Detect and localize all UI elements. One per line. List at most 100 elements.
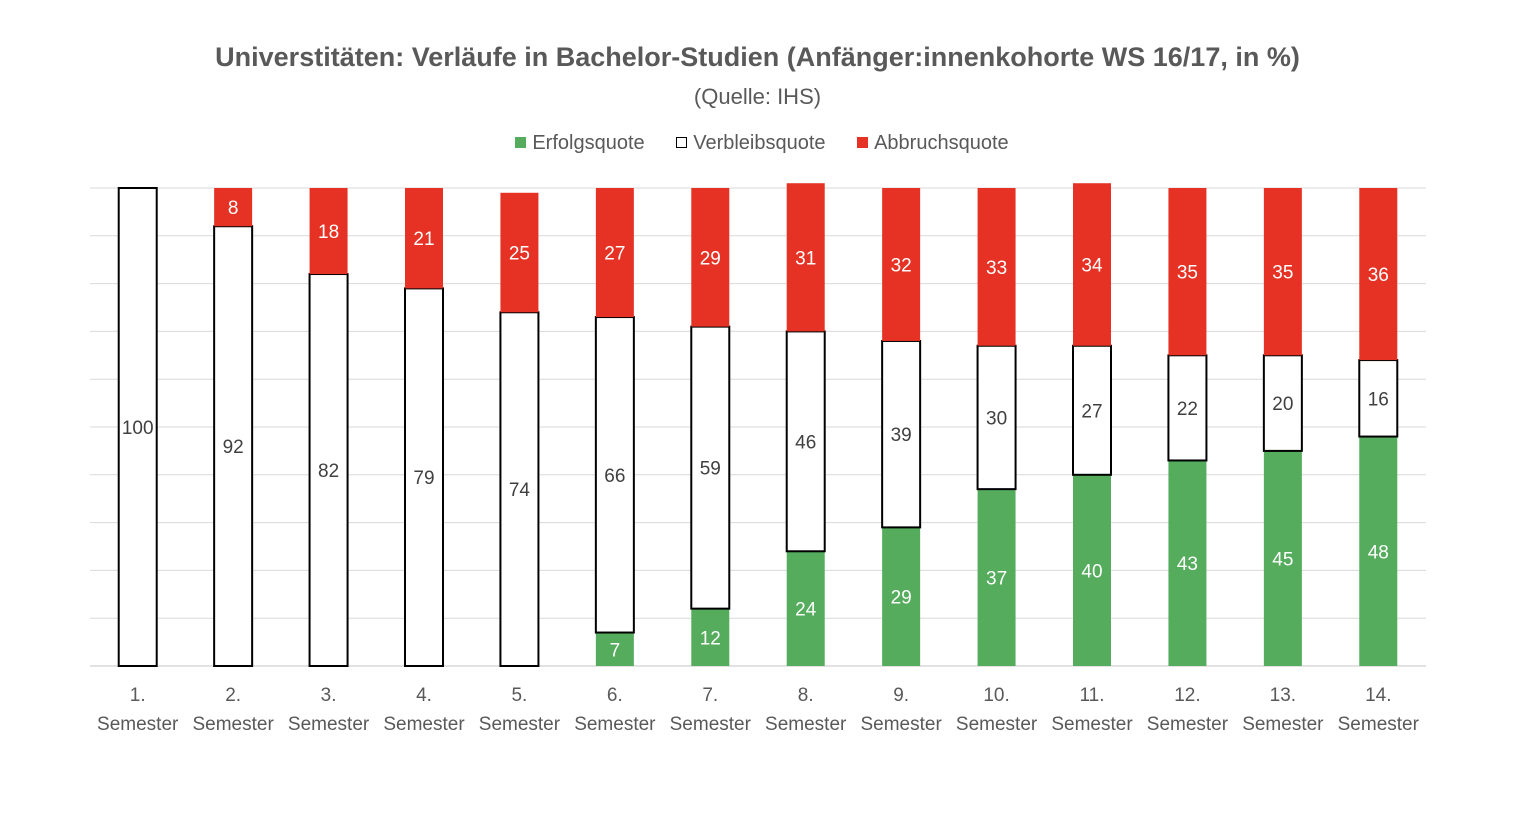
data-label-verbleibsquote-5: 74	[509, 480, 531, 501]
data-label-abbruchsquote-12: 35	[1177, 263, 1198, 284]
legend-swatch-verbleibsquote	[676, 137, 688, 148]
bar-abbruchsquote-14	[1359, 188, 1398, 361]
x-tick-label: Semester	[288, 714, 370, 735]
bar-erfolgsquote-13	[1263, 450, 1302, 666]
chart-subtitle: (Quelle: IHS)	[693, 84, 822, 109]
data-label-verbleibsquote-4: 79	[413, 468, 434, 489]
data-label-abbruchsquote-11: 34	[1081, 255, 1103, 276]
x-tick-label: 12.	[1174, 685, 1200, 706]
x-tick-label: Semester	[479, 714, 561, 735]
data-label-abbruchsquote-8: 31	[795, 248, 816, 269]
x-tick-label: 9.	[893, 685, 909, 706]
data-label-verbleibsquote-12: 22	[1177, 399, 1198, 420]
data-label-verbleibsquote-1: 100	[122, 418, 154, 439]
bar-abbruchsquote-10	[977, 188, 1016, 346]
bar-abbruchsquote-4	[405, 188, 443, 289]
bar-erfolgsquote-11	[1073, 474, 1111, 666]
data-label-abbruchsquote-4: 21	[413, 229, 434, 250]
x-tick-label: 4.	[416, 685, 432, 706]
x-tick-label: 7.	[702, 685, 718, 706]
bar-abbruchsquote-12	[1168, 188, 1207, 356]
bar-abbruchsquote-2	[214, 188, 253, 227]
data-label-erfolgsquote-7: 12	[700, 628, 721, 649]
x-tick-label: 2.	[225, 685, 241, 706]
x-tick-label: 8.	[798, 685, 814, 706]
bar-erfolgsquote-12	[1168, 460, 1207, 666]
bar-abbruchsquote-9	[882, 188, 921, 341]
bar-verbleibsquote-3	[308, 273, 349, 667]
data-label-verbleibsquote-9: 39	[891, 425, 912, 446]
data-label-erfolgsquote-11: 40	[1081, 561, 1102, 582]
x-tick-label: 11.	[1079, 685, 1104, 706]
legend-label-verbleibsquote: Verbleibsquote	[693, 132, 826, 154]
data-label-erfolgsquote-6: 7	[610, 640, 621, 661]
bar-verbleibsquote-2	[213, 225, 254, 668]
bar-verbleibsquote-10	[976, 344, 1017, 491]
legend-item-abbruchsquote: Abbruchsquote	[857, 132, 1009, 155]
x-tick-label: Semester	[956, 714, 1038, 735]
legend: Erfolgsquote Verbleibsquote Abbruchsquot…	[0, 132, 1518, 155]
legend-label-erfolgsquote: Erfolgsquote	[532, 132, 645, 154]
x-tick-label: Semester	[574, 714, 656, 735]
data-label-abbruchsquote-10: 33	[986, 258, 1007, 279]
chart-title: Universtitäten: Verläufe in Bachelor-Stu…	[215, 42, 1300, 72]
bar-verbleibsquote-7	[690, 325, 731, 610]
data-label-verbleibsquote-11: 27	[1081, 401, 1102, 422]
x-tick-label: 5.	[511, 685, 527, 706]
bar-abbruchsquote-5	[500, 192, 539, 313]
data-label-abbruchsquote-2: 8	[228, 198, 239, 219]
legend-label-abbruchsquote: Abbruchsquote	[874, 132, 1009, 154]
legend-swatch-erfolgsquote	[515, 137, 527, 148]
data-label-erfolgsquote-8: 24	[795, 600, 817, 621]
data-label-erfolgsquote-13: 45	[1272, 549, 1293, 570]
data-label-erfolgsquote-12: 43	[1177, 554, 1198, 575]
bar-erfolgsquote-10	[977, 489, 1016, 666]
legend-item-erfolgsquote: Erfolgsquote	[515, 132, 645, 155]
x-tick-label: Semester	[192, 714, 274, 735]
bar-verbleibsquote-5	[499, 311, 540, 667]
bar-abbruchsquote-7	[691, 188, 730, 327]
data-label-erfolgsquote-9: 29	[891, 588, 912, 609]
x-tick-label: Semester	[765, 714, 847, 735]
data-label-abbruchsquote-3: 18	[318, 222, 339, 243]
bar-verbleibsquote-11	[1072, 344, 1112, 476]
data-label-erfolgsquote-10: 37	[986, 569, 1007, 590]
x-tick-label: 6.	[607, 685, 623, 706]
bar-verbleibsquote-9	[881, 339, 922, 529]
legend-swatch-abbruchsquote	[857, 137, 869, 148]
data-label-abbruchsquote-14: 36	[1368, 265, 1389, 286]
data-label-verbleibsquote-2: 92	[223, 437, 244, 458]
bar-verbleibsquote-1	[117, 187, 158, 667]
bar-abbruchsquote-3	[309, 188, 348, 275]
data-label-abbruchsquote-6: 27	[604, 244, 625, 265]
x-tick-label: Semester	[1338, 714, 1420, 735]
data-label-abbruchsquote-13: 35	[1272, 263, 1293, 284]
data-label-abbruchsquote-9: 32	[891, 255, 912, 276]
x-tick-label: Semester	[670, 714, 752, 735]
data-label-verbleibsquote-14: 16	[1368, 389, 1389, 410]
x-tick-label: Semester	[97, 714, 179, 735]
legend-item-verbleibsquote: Verbleibsquote	[676, 132, 826, 155]
bar-verbleibsquote-13	[1262, 354, 1303, 452]
data-label-abbruchsquote-7: 29	[700, 248, 721, 269]
bar-erfolgsquote-7	[691, 608, 730, 666]
x-tick-label: 13.	[1270, 685, 1296, 706]
x-tick-label: 10.	[983, 685, 1009, 706]
bar-verbleibsquote-14	[1358, 359, 1399, 438]
x-tick-label: Semester	[383, 714, 465, 735]
data-label-abbruchsquote-5: 25	[509, 244, 530, 265]
x-tick-label: Semester	[860, 714, 942, 735]
bar-abbruchsquote-8	[786, 183, 825, 332]
data-label-verbleibsquote-10: 30	[986, 408, 1007, 429]
x-tick-label: Semester	[1051, 714, 1133, 735]
x-tick-label: 3.	[321, 685, 337, 706]
bar-erfolgsquote-8	[786, 551, 825, 666]
bar-verbleibsquote-4	[404, 287, 444, 667]
data-label-verbleibsquote-6: 66	[604, 466, 625, 487]
bar-erfolgsquote-9	[882, 527, 921, 666]
data-label-verbleibsquote-3: 82	[318, 461, 339, 482]
bar-verbleibsquote-8	[785, 330, 826, 553]
bar-erfolgsquote-14	[1359, 436, 1398, 666]
bar-abbruchsquote-11	[1073, 183, 1111, 346]
